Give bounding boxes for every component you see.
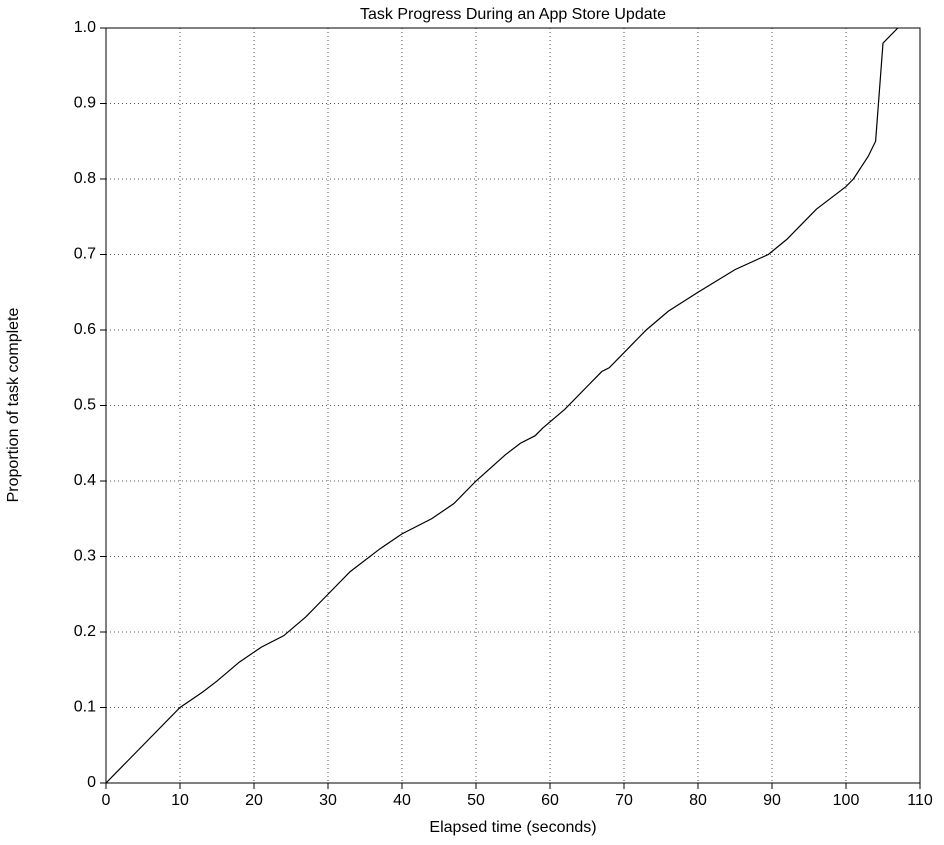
x-tick-label: 90 bbox=[763, 792, 781, 809]
x-tick-label: 60 bbox=[541, 792, 559, 809]
x-tick-label: 80 bbox=[689, 792, 707, 809]
x-tick-label: 70 bbox=[615, 792, 633, 809]
x-tick-label: 110 bbox=[907, 792, 933, 809]
y-tick-label: 0.1 bbox=[74, 699, 96, 716]
x-tick-label: 100 bbox=[833, 792, 860, 809]
y-tick-label: 1.0 bbox=[74, 19, 96, 36]
plot-frame bbox=[105, 27, 921, 784]
y-tick-label: 0 bbox=[87, 774, 96, 791]
chart-title: Task Progress During an App Store Update bbox=[360, 6, 666, 23]
y-tick-label: 0.4 bbox=[74, 472, 96, 489]
y-tick-label: 0.8 bbox=[74, 170, 96, 187]
x-tick-label: 10 bbox=[171, 792, 189, 809]
y-tick-label: 0.6 bbox=[74, 321, 96, 338]
y-tick-label: 0.3 bbox=[74, 548, 96, 565]
x-tick-label: 0 bbox=[102, 792, 111, 809]
x-axis-label: Elapsed time (seconds) bbox=[429, 819, 596, 836]
x-tick-label: 50 bbox=[467, 792, 485, 809]
y-axis-label: Proportion of task complete bbox=[5, 308, 22, 503]
x-tick-label: 30 bbox=[319, 792, 337, 809]
y-tick-label: 0.2 bbox=[74, 623, 96, 640]
data-line bbox=[105, 27, 899, 784]
x-tick-label: 40 bbox=[393, 792, 411, 809]
y-tick-label: 0.9 bbox=[74, 95, 96, 112]
x-tick-label: 20 bbox=[245, 792, 263, 809]
y-tick-label: 0.7 bbox=[74, 246, 96, 263]
y-tick-label: 0.5 bbox=[74, 397, 96, 414]
